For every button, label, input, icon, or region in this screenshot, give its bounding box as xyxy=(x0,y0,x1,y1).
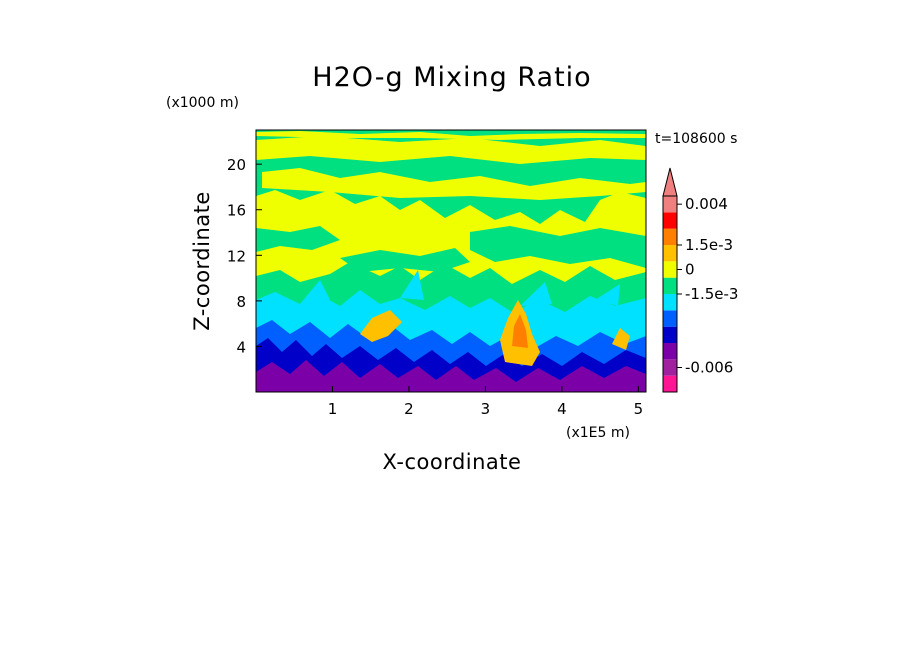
x-tick-label: 4 xyxy=(557,400,567,418)
colorbar-swatch xyxy=(663,277,677,294)
colorbar-label: 0 xyxy=(685,261,695,279)
colorbar-label: 1.5e-3 xyxy=(685,236,733,254)
x-tick-label: 3 xyxy=(481,400,491,418)
band-yellow-streak-1 xyxy=(256,136,646,164)
band-yellow-streak-3 xyxy=(256,131,646,140)
colorbar-extension-arrow xyxy=(662,167,678,197)
x-tick-label: 2 xyxy=(404,400,414,418)
band-mid-green-left xyxy=(256,226,340,252)
y-tick-label: 12 xyxy=(227,247,246,265)
colorbar-swatch xyxy=(663,326,677,343)
plot-frame xyxy=(255,129,647,393)
colorbar-label: 0.004 xyxy=(685,195,728,213)
y-scale-note: (x1000 m) xyxy=(166,95,239,111)
y-tick-label: 20 xyxy=(227,156,246,174)
band-mid-green-center xyxy=(340,248,470,272)
band-purple xyxy=(256,360,646,392)
colorbar-swatch xyxy=(663,375,677,392)
plume-orange-right xyxy=(612,328,630,350)
y-axis-title: Z-coordinate xyxy=(190,191,214,331)
chart-title: H2O-g Mixing Ratio xyxy=(312,62,591,93)
colorbar-label: -1.5e-3 xyxy=(685,285,738,303)
colorbar-swatch xyxy=(663,228,677,245)
time-label: t=108600 s xyxy=(655,131,737,147)
colorbar-swatch xyxy=(663,294,677,311)
band-cyan-plumes xyxy=(300,270,620,306)
colorbar-swatch xyxy=(663,196,677,213)
band-yellow-streak-2 xyxy=(262,168,646,200)
colorbar-swatch xyxy=(663,310,677,327)
plume-orange-core xyxy=(512,314,528,348)
x-tick-label: 5 xyxy=(634,400,644,418)
x-tick-label: 1 xyxy=(328,400,338,418)
colorbar-swatch xyxy=(663,343,677,360)
colorbar-swatch xyxy=(663,245,677,262)
colorbar-labels: 0.004 1.5e-3 0 -1.5e-3 -0.006 xyxy=(677,195,738,377)
y-axis-ticks: 4 8 12 16 20 xyxy=(227,156,262,356)
colorbar-swatch xyxy=(663,359,677,376)
x-scale-note: (x1E5 m) xyxy=(566,425,630,441)
colorbar xyxy=(662,167,678,393)
y-tick-label: 16 xyxy=(227,202,246,220)
colorbar-swatch xyxy=(663,261,677,278)
y-tick-label: 4 xyxy=(236,338,246,356)
x-axis-ticks: 1 2 3 4 5 xyxy=(328,386,643,418)
plume-orange-left xyxy=(360,310,402,342)
contour-field xyxy=(255,129,647,393)
y-tick-label: 8 xyxy=(236,293,246,311)
colorbar-label: -0.006 xyxy=(685,359,733,377)
colorbar-swatch xyxy=(663,212,677,229)
band-mid-green-right xyxy=(470,226,646,268)
x-axis-title: X-coordinate xyxy=(383,450,522,474)
